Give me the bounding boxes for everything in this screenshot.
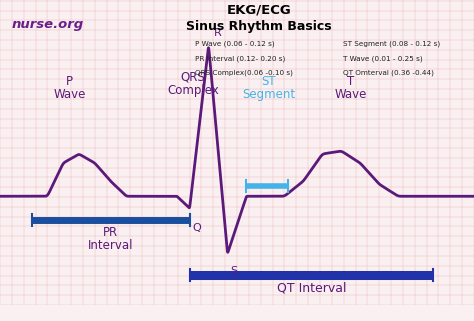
Text: QT Interval: QT Interval — [276, 282, 346, 294]
Text: P Wave (0.06 - 0.12 s): P Wave (0.06 - 0.12 s) — [195, 41, 274, 47]
Text: Sinus Rhythm Basics: Sinus Rhythm Basics — [186, 20, 332, 33]
Text: T: T — [347, 74, 355, 88]
Text: S: S — [231, 266, 238, 276]
Text: QRS Complex(0.06 -0.10 s): QRS Complex(0.06 -0.10 s) — [195, 69, 292, 76]
Text: QRS: QRS — [181, 70, 205, 83]
Text: ST: ST — [261, 74, 276, 88]
Text: Segment: Segment — [242, 88, 295, 101]
Text: P: P — [66, 74, 73, 88]
Text: Interval: Interval — [88, 239, 133, 252]
Text: Q: Q — [193, 223, 201, 233]
Text: QT Omterval (0.36 -0.44): QT Omterval (0.36 -0.44) — [343, 69, 433, 76]
Text: Wave: Wave — [335, 88, 367, 101]
Text: Complex: Complex — [167, 83, 219, 97]
Text: PR: PR — [103, 226, 118, 239]
Text: PR Interval (0.12- 0.20 s): PR Interval (0.12- 0.20 s) — [195, 55, 285, 62]
Text: nurse.org: nurse.org — [11, 18, 83, 31]
Text: EKG/ECG: EKG/ECG — [227, 3, 292, 16]
Text: R: R — [214, 28, 221, 38]
Text: Wave: Wave — [54, 88, 86, 101]
Text: T Wave (0.01 - 0.25 s): T Wave (0.01 - 0.25 s) — [343, 55, 422, 62]
Text: ST Segment (0.08 - 0.12 s): ST Segment (0.08 - 0.12 s) — [343, 41, 440, 47]
